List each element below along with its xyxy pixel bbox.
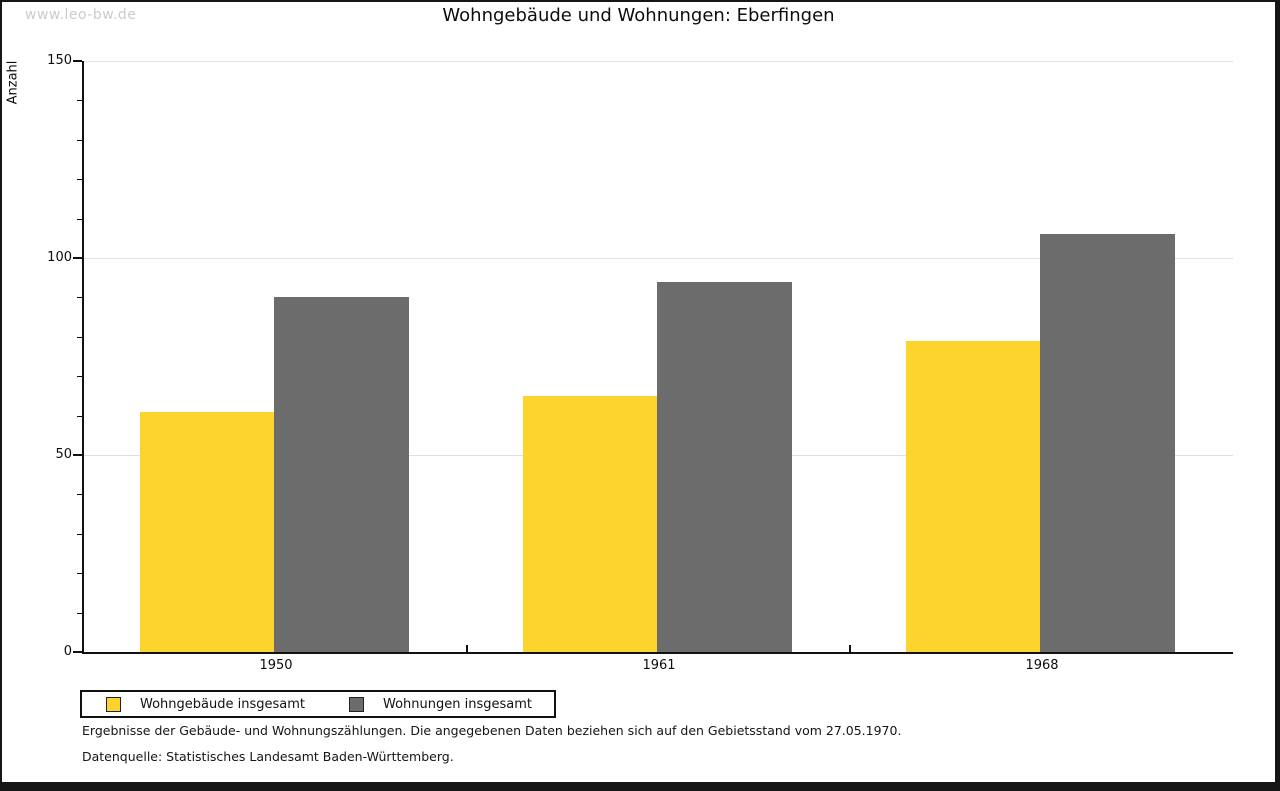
y-minor-tick-80 xyxy=(77,337,82,338)
x-category-label-1968: 1968 xyxy=(1025,658,1059,673)
plot-area xyxy=(73,60,1233,654)
y-major-tick-50 xyxy=(73,454,82,456)
y-minor-tick-70 xyxy=(77,376,82,377)
y-major-tick-150 xyxy=(73,60,82,62)
x-category-label-1961: 1961 xyxy=(642,658,676,673)
footnote-line-2: Datenquelle: Statistisches Landesamt Bad… xyxy=(82,749,454,764)
bar-1961-wohngebäude-insgesamt xyxy=(523,396,657,652)
y-minor-tick-10 xyxy=(77,613,82,614)
legend-item-1: Wohngebäude insgesamt xyxy=(106,696,305,712)
legend-label-2: Wohnungen insgesamt xyxy=(383,696,532,712)
y-tick-label-150: 150 xyxy=(47,53,72,68)
y-minor-tick-30 xyxy=(77,534,82,535)
footnote-line-1: Ergebnisse der Gebäude- und Wohnungszähl… xyxy=(82,723,902,738)
x-boundary-tick-2 xyxy=(849,645,851,652)
y-minor-tick-110 xyxy=(77,219,82,220)
legend-swatch-1 xyxy=(106,696,121,712)
y-tick-label-0: 0 xyxy=(63,644,72,659)
y-minor-tick-40 xyxy=(77,494,82,495)
legend-item-2: Wohnungen insgesamt xyxy=(349,696,532,712)
y-tick-label-100: 100 xyxy=(47,250,72,265)
y-minor-tick-90 xyxy=(77,297,82,298)
bar-1961-wohnungen-insgesamt xyxy=(657,282,792,652)
gridline-150 xyxy=(84,61,1233,62)
bar-1950-wohnungen-insgesamt xyxy=(274,297,409,652)
legend: Wohngebäude insgesamt Wohnungen insgesamt xyxy=(80,690,556,718)
bar-1968-wohnungen-insgesamt xyxy=(1040,234,1175,652)
y-minor-tick-20 xyxy=(77,573,82,574)
y-minor-tick-120 xyxy=(77,179,82,180)
legend-label-1: Wohngebäude insgesamt xyxy=(140,696,305,712)
y-major-tick-0 xyxy=(73,651,82,653)
x-boundary-tick-1 xyxy=(466,645,468,652)
y-minor-tick-130 xyxy=(77,140,82,141)
y-major-tick-100 xyxy=(73,257,82,259)
bar-1968-wohngebäude-insgesamt xyxy=(906,341,1040,652)
gridline-100 xyxy=(84,258,1233,259)
x-category-label-1950: 1950 xyxy=(259,658,293,673)
legend-swatch-2 xyxy=(349,696,364,712)
y-minor-tick-60 xyxy=(77,416,82,417)
page-title: Wohngebäude und Wohnungen: Eberfingen xyxy=(442,5,835,26)
y-tick-label-50: 50 xyxy=(55,447,72,462)
watermark: www.leo-bw.de xyxy=(25,7,137,23)
y-minor-tick-140 xyxy=(77,100,82,101)
bar-1950-wohngebäude-insgesamt xyxy=(140,412,274,652)
y-axis-title: Anzahl xyxy=(5,60,21,105)
